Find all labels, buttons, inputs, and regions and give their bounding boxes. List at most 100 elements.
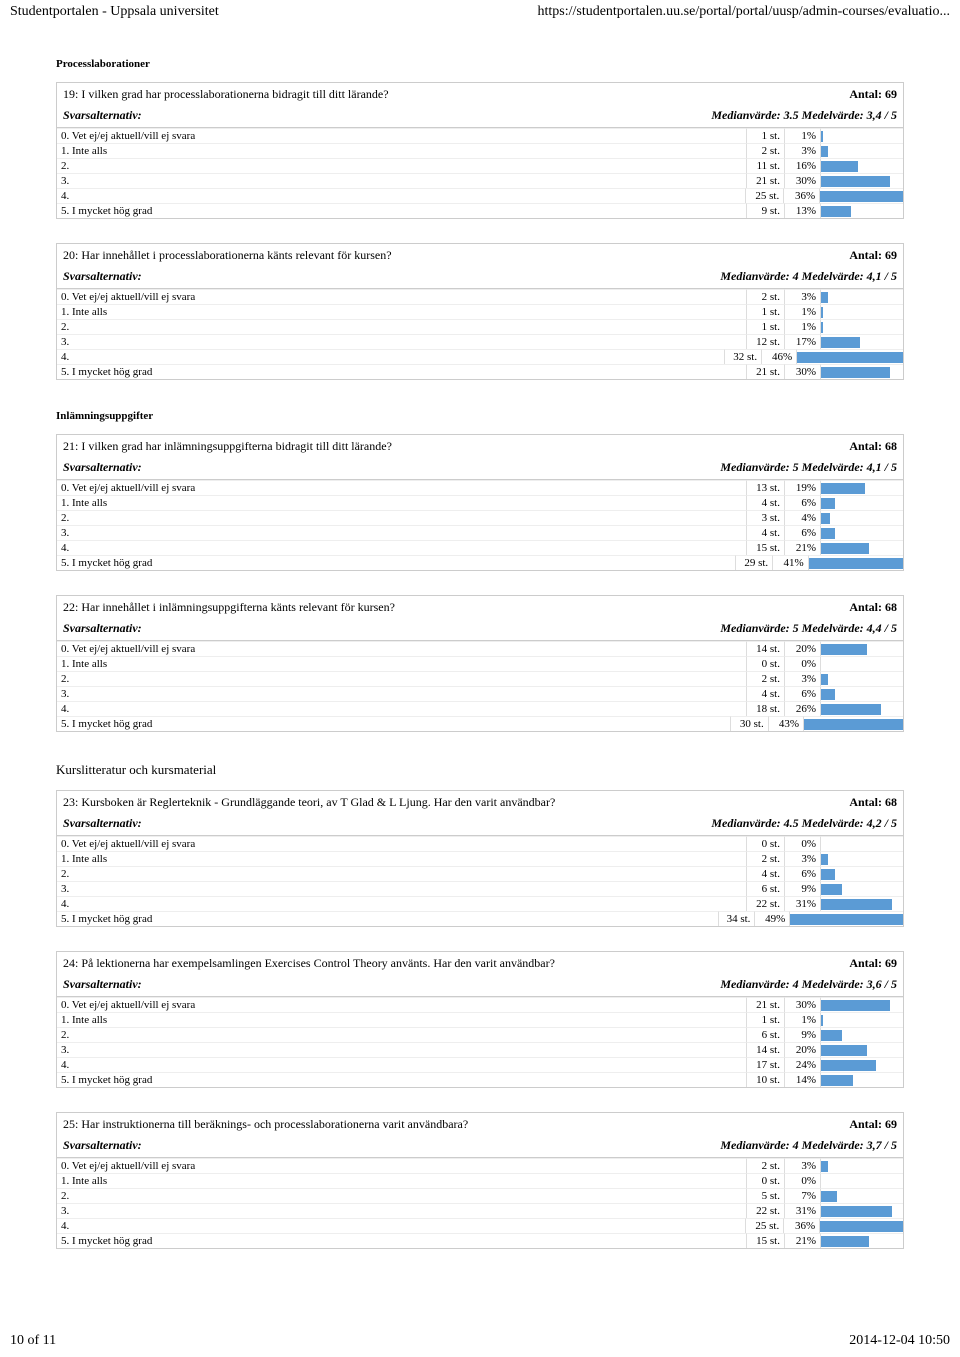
answer-pct: 46% [762,349,797,364]
question-title: 20: Har innehållet i processlaborationer… [63,248,392,263]
answer-count: 4 st. [747,686,785,701]
answer-bar-cell [821,1188,903,1203]
bar [821,899,892,910]
answer-label: 4. [57,1218,746,1233]
answer-pct: 4% [785,510,821,525]
answer-count: 17 st. [747,1057,785,1072]
question-block: 19: I vilken grad har processlaboratione… [56,82,904,219]
question-block: 21: I vilken grad har inlämningsuppgifte… [56,434,904,571]
question-title: 24: På lektionerna har exempelsamlingen … [63,956,555,971]
question-antal: Antal: 69 [849,956,897,971]
svarsalternativ-label: Svarsalternativ: [63,977,142,992]
answer-label: 0. Vet ej/ej aktuell/vill ej svara [57,836,747,851]
answer-count: 2 st. [747,851,785,866]
answer-row: 1. Inte alls1 st.1% [57,304,903,319]
question-block: 22: Har innehållet i inlämningsuppgifter… [56,595,904,732]
answer-pct: 3% [785,671,821,686]
question-antal: Antal: 69 [849,87,897,102]
answer-row: 3.6 st.9% [57,881,903,896]
svarsalternativ-label: Svarsalternativ: [63,108,142,123]
answer-pct: 20% [785,641,821,656]
answer-label: 5. I mycket hög grad [57,1072,747,1087]
answer-bar-cell [821,1042,903,1057]
answer-count: 4 st. [747,525,785,540]
stats-values: Medianvärde: 3.5 Medelvärde: 3,4 / 5 [711,108,897,123]
question-antal: Antal: 69 [849,248,897,263]
answer-label: 5. I mycket hög grad [57,1233,747,1248]
bar [821,1060,876,1071]
answer-pct: 36% [784,188,820,203]
answer-row: 2.2 st.3% [57,671,903,686]
answer-label: 2. [57,319,747,334]
answer-row: 3.22 st.31% [57,1203,903,1218]
answer-count: 10 st. [747,1072,785,1087]
answer-row: 1. Inte alls1 st.1% [57,1012,903,1027]
answer-bar-cell [821,173,903,188]
answer-pct: 13% [785,203,821,218]
answer-count: 22 st. [747,896,785,911]
answer-bar-cell [821,480,903,495]
answer-count: 0 st. [747,1173,785,1188]
stats-values: Medianvärde: 4 Medelvärde: 3,7 / 5 [720,1138,897,1153]
answer-row: 5. I mycket hög grad21 st.30% [57,364,903,379]
bar [821,674,828,685]
answer-pct: 31% [785,896,821,911]
answer-label: 5. I mycket hög grad [57,364,747,379]
answer-label: 3. [57,173,747,188]
answer-pct: 17% [785,334,821,349]
bar [820,191,903,202]
svarsalternativ-label: Svarsalternativ: [63,269,142,284]
answer-bar-cell [821,1027,903,1042]
answer-bar-cell [821,128,903,143]
bar [821,528,835,539]
answer-bar-cell [809,555,903,570]
question-title: 21: I vilken grad har inlämningsuppgifte… [63,439,392,454]
answer-bar-cell [821,836,903,851]
bar [821,483,865,494]
answer-row: 2.5 st.7% [57,1188,903,1203]
answer-label: 0. Vet ej/ej aktuell/vill ej svara [57,480,747,495]
answer-label: 1. Inte alls [57,143,747,158]
answer-label: 1. Inte alls [57,656,747,671]
answer-row: 2.1 st.1% [57,319,903,334]
answer-row: 3.21 st.30% [57,173,903,188]
answer-pct: 19% [785,480,821,495]
answer-count: 2 st. [747,289,785,304]
answer-label: 0. Vet ej/ej aktuell/vill ej svara [57,997,747,1012]
stats-row: Svarsalternativ: Medianvärde: 4 Medelvärd… [57,975,903,997]
bar [821,131,823,142]
bar [821,1161,828,1172]
bar [821,1236,869,1247]
answer-count: 3 st. [747,510,785,525]
answer-pct: 6% [785,866,821,881]
answer-row: 2.11 st.16% [57,158,903,173]
answer-pct: 20% [785,1042,821,1057]
stats-values: Medianvärde: 4 Medelvärde: 3,6 / 5 [720,977,897,992]
answer-pct: 24% [785,1057,821,1072]
answer-pct: 30% [785,364,821,379]
answer-count: 15 st. [747,1233,785,1248]
bar [821,498,835,509]
answer-count: 25 st. [746,188,784,203]
svarsalternativ-label: Svarsalternativ: [63,621,142,636]
stats-row: Svarsalternativ:Medianvärde: 4 Medelvärd… [57,267,903,289]
answer-label: 1. Inte alls [57,1012,747,1027]
answer-bar-cell [821,203,903,218]
svarsalternativ-label: Svarsalternativ: [63,460,142,475]
bar [797,352,903,363]
answer-pct: 3% [785,289,821,304]
stats-row: Svarsalternativ:Medianvärde: 5 Medelvärd… [57,458,903,480]
answer-label: 2. [57,1027,747,1042]
bar [821,292,828,303]
answer-bar-cell [821,334,903,349]
bar [821,337,860,348]
answer-count: 34 st. [719,911,756,926]
answer-bar-cell [821,701,903,716]
bar [821,1206,892,1217]
answer-label: 4. [57,1057,747,1072]
answer-row: 5. I mycket hög grad29 st.41% [57,555,903,570]
answer-row: 1. Inte alls0 st.0% [57,656,903,671]
header-right: https://studentportalen.uu.se/portal/por… [537,4,950,20]
answer-bar-cell [821,671,903,686]
answer-row: 1. Inte alls0 st.0% [57,1173,903,1188]
